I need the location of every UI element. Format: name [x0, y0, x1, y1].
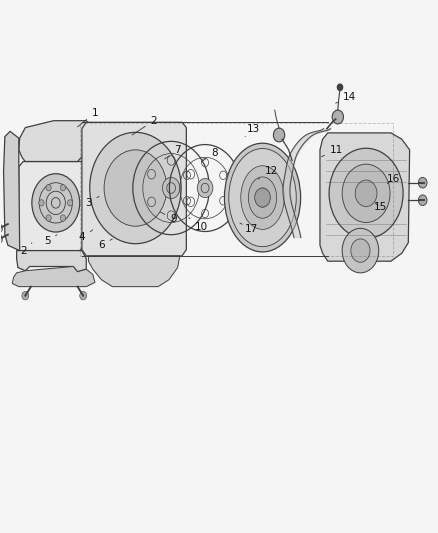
Ellipse shape: [248, 177, 277, 218]
Ellipse shape: [241, 166, 284, 229]
Circle shape: [162, 177, 180, 199]
Circle shape: [254, 188, 270, 207]
Circle shape: [342, 164, 390, 222]
Circle shape: [197, 179, 213, 198]
Circle shape: [418, 195, 427, 206]
Circle shape: [39, 200, 44, 206]
Text: 17: 17: [240, 223, 258, 235]
Text: 2: 2: [20, 243, 32, 256]
Circle shape: [329, 148, 403, 238]
Circle shape: [90, 132, 181, 244]
Text: 16: 16: [386, 174, 400, 184]
Circle shape: [80, 292, 87, 300]
Polygon shape: [19, 120, 93, 161]
Text: 14: 14: [336, 92, 356, 103]
Circle shape: [104, 150, 167, 226]
Ellipse shape: [224, 143, 300, 252]
Polygon shape: [17, 251, 86, 272]
Circle shape: [355, 180, 377, 207]
Polygon shape: [320, 133, 410, 261]
Circle shape: [342, 228, 379, 273]
Circle shape: [46, 184, 51, 191]
Circle shape: [418, 177, 427, 188]
Text: 9: 9: [161, 212, 177, 224]
Text: 13: 13: [245, 124, 261, 136]
Circle shape: [0, 235, 3, 243]
Polygon shape: [4, 131, 20, 251]
Text: 1: 1: [78, 108, 98, 127]
Polygon shape: [88, 256, 180, 287]
Text: 11: 11: [321, 145, 343, 157]
Text: 2: 2: [132, 116, 157, 135]
Text: 5: 5: [44, 235, 57, 246]
Text: 12: 12: [258, 166, 278, 179]
Ellipse shape: [256, 188, 269, 207]
Circle shape: [46, 215, 51, 221]
Text: 10: 10: [188, 217, 208, 232]
Polygon shape: [19, 161, 88, 251]
Circle shape: [0, 224, 3, 232]
Circle shape: [332, 110, 343, 124]
Text: 3: 3: [85, 196, 99, 208]
Text: 4: 4: [78, 230, 93, 243]
Circle shape: [22, 292, 29, 300]
Circle shape: [67, 200, 73, 206]
Text: 15: 15: [374, 202, 387, 212]
Circle shape: [60, 184, 66, 191]
Ellipse shape: [229, 149, 296, 247]
Circle shape: [337, 84, 343, 91]
Polygon shape: [12, 266, 95, 287]
Text: 7: 7: [165, 145, 181, 159]
Polygon shape: [82, 122, 186, 256]
Circle shape: [32, 174, 80, 232]
Circle shape: [351, 239, 370, 262]
Text: 6: 6: [98, 239, 113, 251]
Circle shape: [60, 215, 66, 221]
Circle shape: [273, 128, 285, 142]
Text: 8: 8: [201, 148, 218, 161]
Circle shape: [201, 183, 209, 193]
Circle shape: [167, 183, 176, 193]
